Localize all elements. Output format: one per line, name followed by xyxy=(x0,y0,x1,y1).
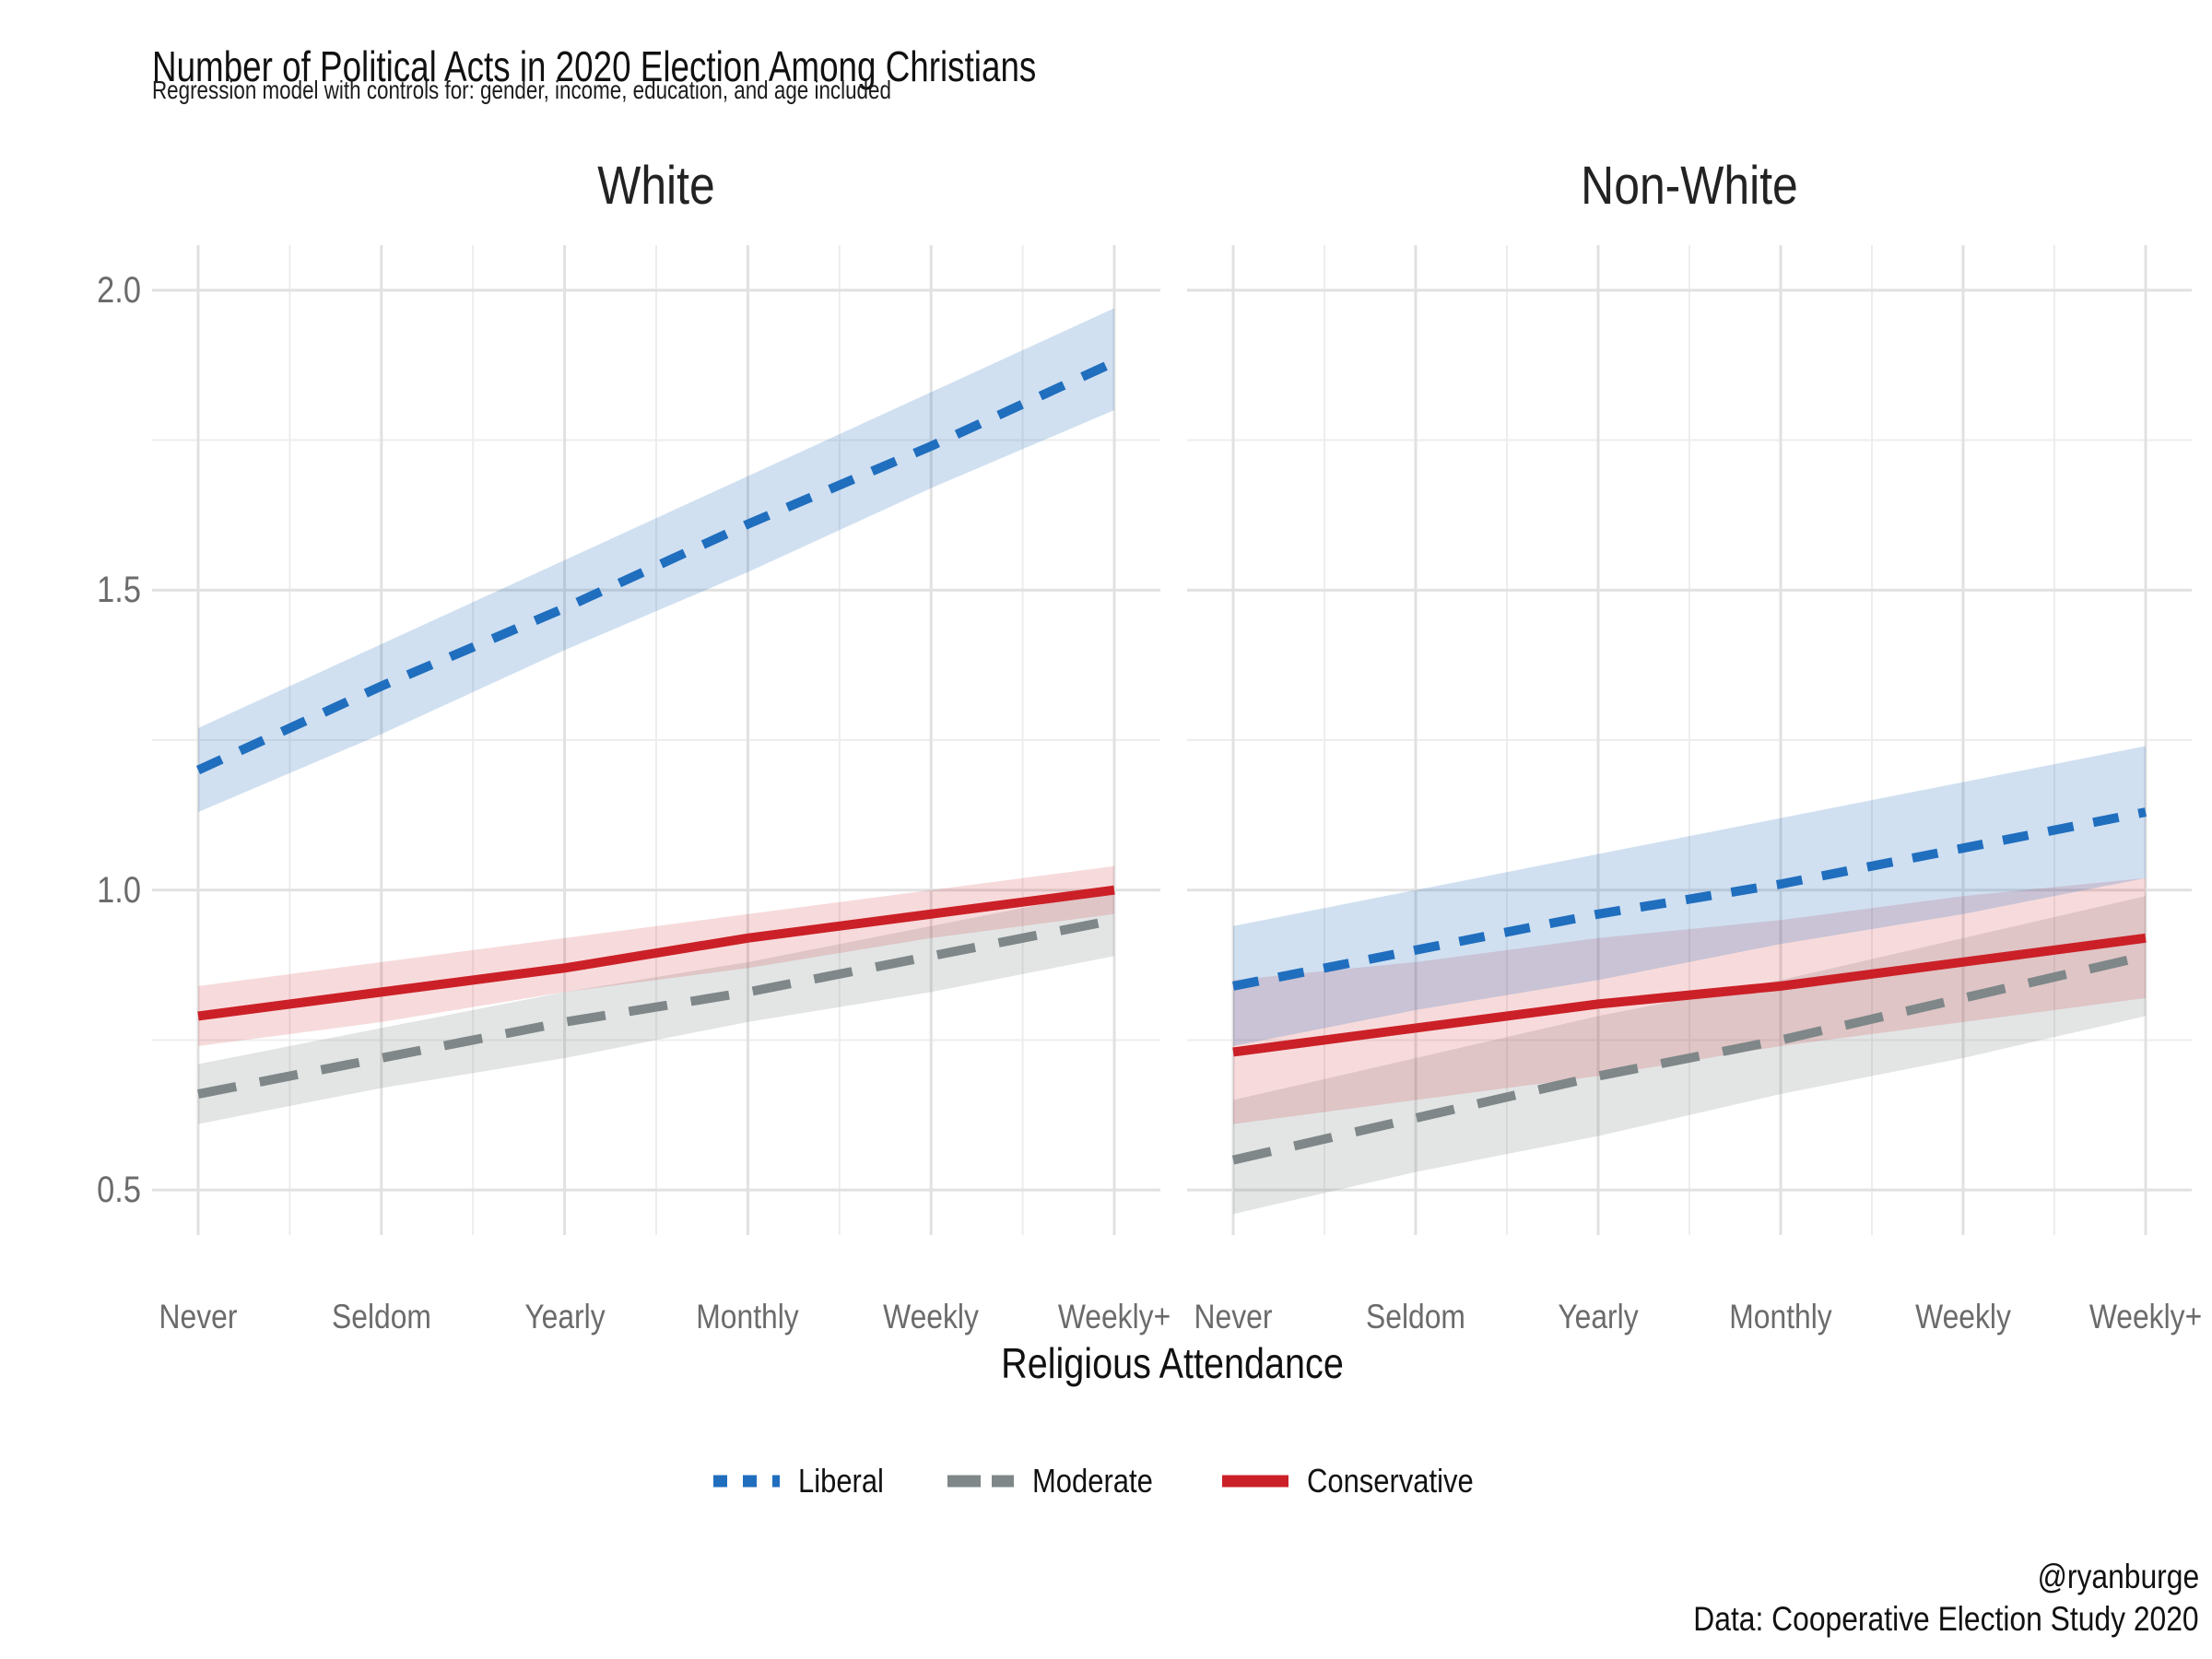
liberal-ci-band xyxy=(1233,746,2146,1046)
y-tick-label: 2.0 xyxy=(97,269,141,311)
caption-handle: @ryanburge xyxy=(2037,1558,2199,1595)
x-tick-label: Yearly xyxy=(1558,1298,1639,1335)
facet-panel-non-white xyxy=(1187,245,2192,1235)
legend-label: Moderate xyxy=(1031,1462,1153,1500)
legend-label: Conservative xyxy=(1307,1462,1474,1500)
chart-title: Number of Political Acts in 2020 Electio… xyxy=(152,41,1037,90)
moderate-ci-band xyxy=(198,889,1114,1124)
liberal-ci-band xyxy=(198,308,1114,813)
moderate-line xyxy=(1231,951,2147,1165)
facet-title-white: White xyxy=(597,156,715,216)
caption-source: Data: Cooperative Election Study 2020 xyxy=(1693,1600,2199,1638)
legend-item-moderate: Moderate xyxy=(946,1462,1172,1500)
x-tick-label: Weekly xyxy=(1915,1298,2011,1335)
x-tick-label: Seldom xyxy=(331,1298,431,1335)
y-tick-label: 1.5 xyxy=(97,570,141,611)
legend: Liberal Moderate Conservative xyxy=(0,1462,2212,1500)
x-axis-title: Religious Attendance xyxy=(1001,1339,1344,1387)
x-tick-label: Monthly xyxy=(696,1298,800,1335)
y-tick-label: 0.5 xyxy=(97,1170,141,1211)
legend-item-liberal: Liberal xyxy=(712,1462,898,1500)
x-tick-label: Seldom xyxy=(1366,1298,1465,1335)
legend-item-conservative: Conservative xyxy=(1220,1462,1500,1500)
conservative-ci-band xyxy=(1233,877,2146,1124)
x-tick-label: Never xyxy=(159,1298,238,1335)
liberal-line xyxy=(1232,807,2147,991)
x-tick-label: Weekly+ xyxy=(1057,1298,1171,1335)
legend-key-liberal-icon xyxy=(712,1475,780,1488)
liberal-line xyxy=(195,358,1117,775)
conservative-line xyxy=(197,885,1115,1021)
legend-key-moderate-icon xyxy=(947,1475,1014,1488)
facet-panel-white xyxy=(152,245,1160,1235)
x-tick-label: Never xyxy=(1194,1298,1273,1335)
x-tick-label: Weekly+ xyxy=(2088,1298,2203,1335)
chart-subtitle: Regression model with controls for: gend… xyxy=(152,76,891,104)
facet-title-non-white: Non-White xyxy=(1581,156,1798,216)
y-tick-label: 1.0 xyxy=(97,869,141,911)
x-tick-label: Yearly xyxy=(524,1298,606,1335)
legend-label: Liberal xyxy=(797,1462,884,1500)
moderate-line xyxy=(197,915,1115,1099)
x-tick-label: Monthly xyxy=(1729,1298,1832,1335)
moderate-ci-band xyxy=(1233,896,2146,1215)
legend-key-conservative-icon xyxy=(1222,1475,1289,1488)
conservative-ci-band xyxy=(198,865,1114,1046)
conservative-line xyxy=(1232,933,2147,1057)
x-tick-label: Weekly xyxy=(883,1298,980,1335)
